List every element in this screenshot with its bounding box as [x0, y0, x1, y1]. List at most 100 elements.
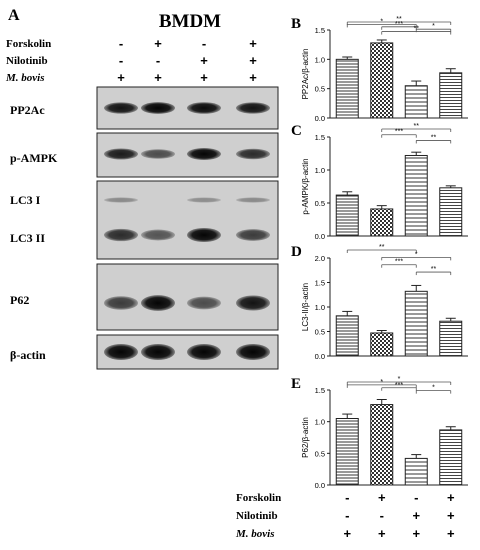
- sig-label: *: [398, 376, 401, 383]
- blot-label: LC3 I: [10, 193, 41, 207]
- blot-band: [187, 197, 221, 203]
- condition-sign: +: [447, 526, 455, 541]
- y-tick-label: 0.5: [315, 199, 325, 208]
- condition-label: Forskolin: [236, 492, 281, 504]
- bar: [335, 315, 359, 357]
- panel-label-a: A: [8, 7, 20, 24]
- blot-band: [187, 296, 221, 310]
- condition-sign: +: [200, 53, 208, 68]
- y-tick-label: 0.5: [315, 449, 325, 458]
- sig-label: *: [432, 385, 435, 392]
- sig-label: ***: [395, 382, 403, 389]
- condition-sign: +: [412, 508, 420, 523]
- y-tick-label: 1.0: [315, 55, 325, 64]
- sig-label: **: [414, 123, 420, 130]
- sig-label: **: [414, 26, 420, 33]
- bar: [404, 154, 428, 237]
- bar: [335, 58, 359, 119]
- blot-band: [104, 228, 138, 242]
- condition-sign: +: [447, 508, 455, 523]
- blot-band: [104, 197, 138, 203]
- y-tick-label: 0.0: [315, 232, 325, 241]
- y-tick-label: 0.0: [315, 352, 325, 361]
- blot-band: [236, 102, 270, 114]
- condition-table-top: Forskolin - + - + Nilotinib - - + + M. bovis + + + +: [5, 36, 257, 85]
- condition-sign: +: [447, 490, 455, 505]
- condition-label: M. bovis: [5, 72, 45, 84]
- bar: [404, 290, 428, 357]
- condition-sign: -: [414, 490, 418, 505]
- panel-label: E: [291, 376, 301, 392]
- condition-sign: +: [154, 70, 162, 85]
- bar: [439, 72, 463, 119]
- bar: [335, 418, 359, 486]
- bar: [370, 208, 394, 237]
- sig-label: **: [396, 16, 402, 23]
- condition-sign: +: [249, 70, 257, 85]
- y-axis-label: P62/β-actin: [301, 417, 310, 458]
- bar: [370, 332, 394, 357]
- y-axis-label: PP2Ac/β-actin: [301, 49, 310, 100]
- bar: [439, 187, 463, 237]
- blot-label: PP2Ac: [10, 103, 45, 117]
- condition-sign: -: [345, 490, 349, 505]
- cell-title: BMDM: [159, 11, 221, 32]
- blot-membrane: [96, 180, 279, 260]
- y-tick-label: 0.5: [315, 328, 325, 337]
- sig-label: **: [431, 134, 437, 141]
- bar: [370, 42, 394, 119]
- bar: [439, 429, 463, 486]
- panel-label: B: [291, 16, 301, 32]
- blot-band: [236, 344, 270, 360]
- condition-label: Forskolin: [6, 38, 51, 50]
- blot-band: [236, 197, 270, 203]
- condition-sign: -: [202, 36, 206, 51]
- blot-band: [141, 149, 175, 159]
- y-tick-label: 1.0: [315, 418, 325, 427]
- y-tick-label: 1.5: [315, 133, 325, 142]
- blot-band: [141, 295, 175, 311]
- blot-band: [104, 344, 138, 360]
- condition-label: Nilotinib: [6, 55, 48, 67]
- blot-label: LC3 II: [10, 231, 45, 245]
- sig-label: *: [380, 18, 383, 25]
- sig-label: ***: [395, 129, 403, 136]
- y-tick-label: 1.0: [315, 166, 325, 175]
- bar: [439, 320, 463, 357]
- condition-sign: -: [156, 53, 160, 68]
- condition-sign: +: [412, 526, 420, 541]
- sig-label: *: [380, 379, 383, 386]
- y-tick-label: 1.0: [315, 303, 325, 312]
- blot-band: [104, 102, 138, 114]
- blot-band: [187, 344, 221, 360]
- condition-sign: -: [345, 508, 349, 523]
- y-tick-label: 1.5: [315, 26, 325, 35]
- y-tick-label: 1.5: [315, 386, 325, 395]
- condition-label: M. bovis: [235, 528, 275, 540]
- blot-band: [104, 296, 138, 310]
- y-tick-label: 0.5: [315, 85, 325, 94]
- condition-label: Nilotinib: [236, 510, 278, 522]
- y-axis-label: LC3-II/β-actin: [301, 283, 310, 331]
- sig-label: **: [379, 244, 385, 251]
- blot-label: β-actin: [10, 348, 46, 362]
- sig-label: **: [431, 266, 437, 273]
- y-axis-label: p-AMPK/β-actin: [301, 158, 310, 214]
- sig-label: *: [415, 251, 418, 258]
- bar: [404, 85, 428, 119]
- condition-sign: +: [343, 526, 351, 541]
- bar: [335, 194, 359, 237]
- condition-sign: -: [380, 508, 384, 523]
- condition-sign: +: [378, 526, 386, 541]
- sig-label: *: [432, 23, 435, 30]
- condition-table-bottom: Forskolin - + - + Nilotinib - - + + M. bovis + + + +: [235, 490, 455, 541]
- blot-band: [187, 148, 221, 160]
- blot-band: [187, 228, 221, 242]
- blot-label: p-AMPK: [10, 151, 58, 165]
- blot-band: [187, 102, 221, 114]
- condition-sign: +: [378, 490, 386, 505]
- y-tick-label: 0.0: [315, 114, 325, 123]
